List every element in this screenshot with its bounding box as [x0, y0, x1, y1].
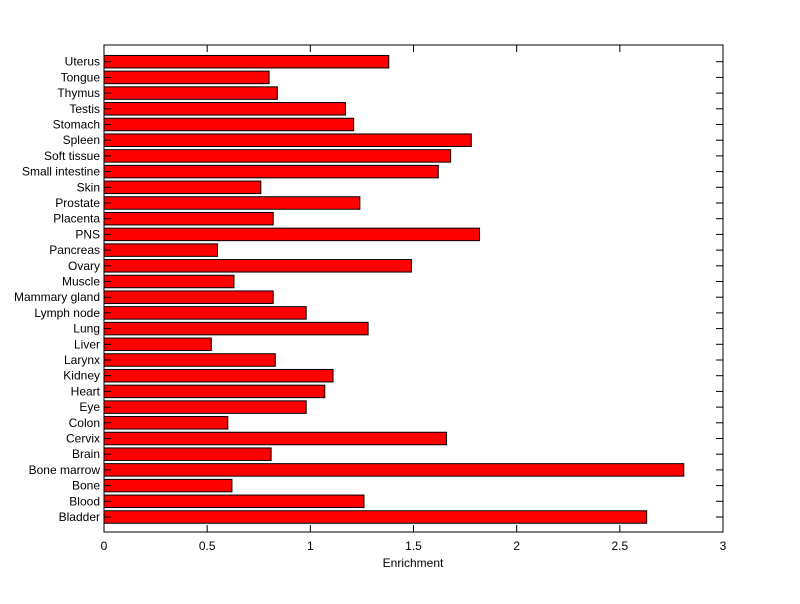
y-tick-label-uterus: Uterus — [65, 55, 100, 69]
bar-bone — [103, 478, 233, 493]
y-tick-label-testis: Testis — [69, 102, 100, 116]
y-tick-label-brain: Brain — [72, 447, 100, 461]
y-tick-label-liver: Liver — [74, 337, 100, 351]
bar-thymus — [103, 86, 278, 100]
y-tick-label-placenta: Placenta — [53, 212, 100, 226]
y-tick-label-heart: Heart — [71, 384, 101, 398]
y-tick-label-eye: Eye — [79, 400, 100, 414]
bar-bladder — [103, 510, 648, 524]
bar-prostate — [103, 196, 361, 210]
bar-eye — [103, 400, 307, 414]
bar-uterus — [103, 54, 390, 69]
y-tick-label-skin: Skin — [77, 180, 100, 194]
bar-cervix — [103, 431, 448, 446]
x-axis-label: Enrichment — [383, 556, 444, 570]
bar-lymph-node — [103, 306, 307, 320]
y-tick-label-ovary: Ovary — [68, 259, 100, 273]
bar-small-intestine — [103, 164, 439, 179]
bar-colon — [103, 416, 229, 430]
y-tick-label-bone-marrow: Bone marrow — [29, 463, 101, 477]
y-tick-label-bone: Bone — [72, 479, 100, 493]
bar-larynx — [103, 353, 276, 367]
y-tick-label-lymph-node: Lymph node — [34, 306, 100, 320]
x-tick-label-4: 2 — [513, 539, 520, 553]
bars-layer — [103, 54, 685, 524]
bar-brain — [103, 447, 272, 461]
y-tick-label-blood: Blood — [69, 494, 100, 508]
y-tick-label-soft-tissue: Soft tissue — [44, 149, 100, 163]
bar-lung — [103, 321, 369, 336]
x-tick-label-2: 1 — [307, 539, 314, 553]
bar-placenta — [103, 211, 274, 226]
y-tick-label-pancreas: Pancreas — [49, 243, 100, 257]
bar-bone-marrow — [103, 463, 685, 477]
x-tick-label-5: 2.5 — [611, 539, 628, 553]
y-tick-label-muscle: Muscle — [62, 275, 100, 289]
y-tick-label-pns: PNS — [75, 227, 100, 241]
bar-skin — [103, 180, 262, 195]
y-tick-label-larynx: Larynx — [64, 353, 100, 367]
x-tick-label-6: 3 — [720, 539, 727, 553]
y-tick-label-spleen: Spleen — [63, 133, 100, 147]
y-tick-label-colon: Colon — [69, 416, 100, 430]
x-tick-label-0: 0 — [101, 539, 108, 553]
y-tick-label-thymus: Thymus — [57, 86, 100, 100]
y-tick-label-lung: Lung — [73, 322, 100, 336]
bar-mammary-gland — [103, 290, 274, 304]
y-tick-label-tongue: Tongue — [61, 70, 101, 84]
y-tick-label-prostate: Prostate — [55, 196, 100, 210]
y-tick-label-kidney: Kidney — [63, 369, 100, 383]
bar-tongue — [103, 70, 270, 85]
y-tick-label-small-intestine: Small intestine — [22, 165, 100, 179]
bar-soft-tissue — [103, 149, 452, 163]
bar-pns — [103, 227, 481, 242]
bar-testis — [103, 102, 346, 116]
x-tick-label-3: 1.5 — [405, 539, 422, 553]
y-tick-label-mammary-gland: Mammary gland — [14, 290, 100, 304]
bar-liver — [103, 337, 212, 352]
bar-blood — [103, 494, 365, 509]
bar-spleen — [103, 133, 472, 147]
y-tick-label-bladder: Bladder — [59, 510, 100, 524]
x-tick-label-1: 0.5 — [199, 539, 216, 553]
ticks-layer — [103, 45, 724, 532]
bar-pancreas — [103, 243, 218, 257]
bar-ovary — [103, 259, 412, 273]
y-tick-label-stomach: Stomach — [53, 118, 100, 132]
bar-muscle — [103, 274, 235, 289]
bar-heart — [103, 384, 326, 399]
bar-kidney — [103, 368, 334, 383]
bar-stomach — [103, 117, 355, 132]
y-tick-label-cervix: Cervix — [66, 432, 100, 446]
